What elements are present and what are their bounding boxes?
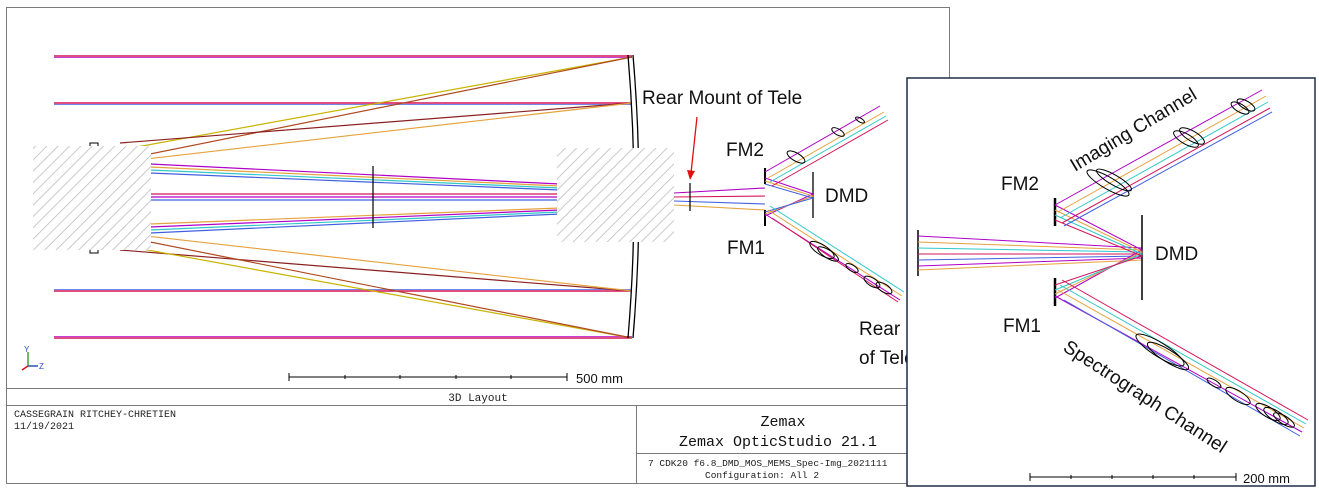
inset-spectrograph-optics <box>1135 333 1295 428</box>
footer-brand: Zemax <box>760 414 805 431</box>
inset-incoming-rays <box>917 235 1143 271</box>
inset-label-dmd: DMD <box>1155 244 1198 265</box>
info-footer: CASSEGRAIN RITCHEY-CHRETIEN 11/19/2021 Z… <box>14 405 949 483</box>
label-fm1: FM1 <box>727 238 765 259</box>
dmd-fan <box>764 177 815 217</box>
inset-scale-label: 200 mm <box>1243 471 1290 486</box>
inset-label-fm1: FM1 <box>1003 316 1041 337</box>
inset-dmd-fan <box>1054 204 1144 299</box>
inset-imaging-rays <box>1054 89 1273 227</box>
annotation-rear-mount-tele: Rear Mount of Tele <box>642 88 802 109</box>
inset-panel: FM2 DMD FM1 Imaging Channel Spectrograph… <box>906 77 1316 487</box>
converging-rays <box>149 163 561 234</box>
tab-title[interactable]: 3D Layout <box>448 393 507 405</box>
layout-window <box>6 7 950 484</box>
relay-rays <box>673 187 766 211</box>
label-dmd: DMD <box>825 186 868 207</box>
scale-label: 500 mm <box>576 371 623 386</box>
axis-indicator-icon: Y Z <box>21 345 44 371</box>
layout-canvas[interactable]: Rear Mount of Tele FM2 DMD FM1 Rear Moun… <box>21 54 965 386</box>
layout-tab-bar: 3D Layout <box>7 388 949 406</box>
inset-imaging-optics <box>1086 98 1256 197</box>
footer-config: Configuration: All 2 <box>705 470 819 481</box>
imaging-channel <box>764 105 889 187</box>
footer-date: 11/19/2021 <box>14 421 74 433</box>
inset-label-fm2: FM2 <box>1001 174 1039 195</box>
secondary-marks <box>89 142 99 254</box>
axis-y-label: Y <box>24 345 30 354</box>
reflected-rays <box>119 56 633 339</box>
scale-bar <box>288 373 568 381</box>
secondary-obscuration <box>33 146 151 250</box>
label-fm2: FM2 <box>726 140 764 161</box>
footer-file: 7 CDK20 f6.8_DMD_MOS_MEMS_Spec-Img_20211… <box>648 458 888 469</box>
axis-z-label: Z <box>39 362 44 371</box>
spectrograph-channel <box>764 205 905 303</box>
outer-rays <box>54 55 632 339</box>
footer-title: CASSEGRAIN RITCHEY-CHRETIEN <box>14 410 176 421</box>
inset-scale-bar <box>1029 473 1237 481</box>
baffle-obscuration <box>557 148 674 242</box>
footer-product: Zemax OpticStudio 21.1 <box>679 434 877 451</box>
annotation-arrow <box>687 116 698 180</box>
